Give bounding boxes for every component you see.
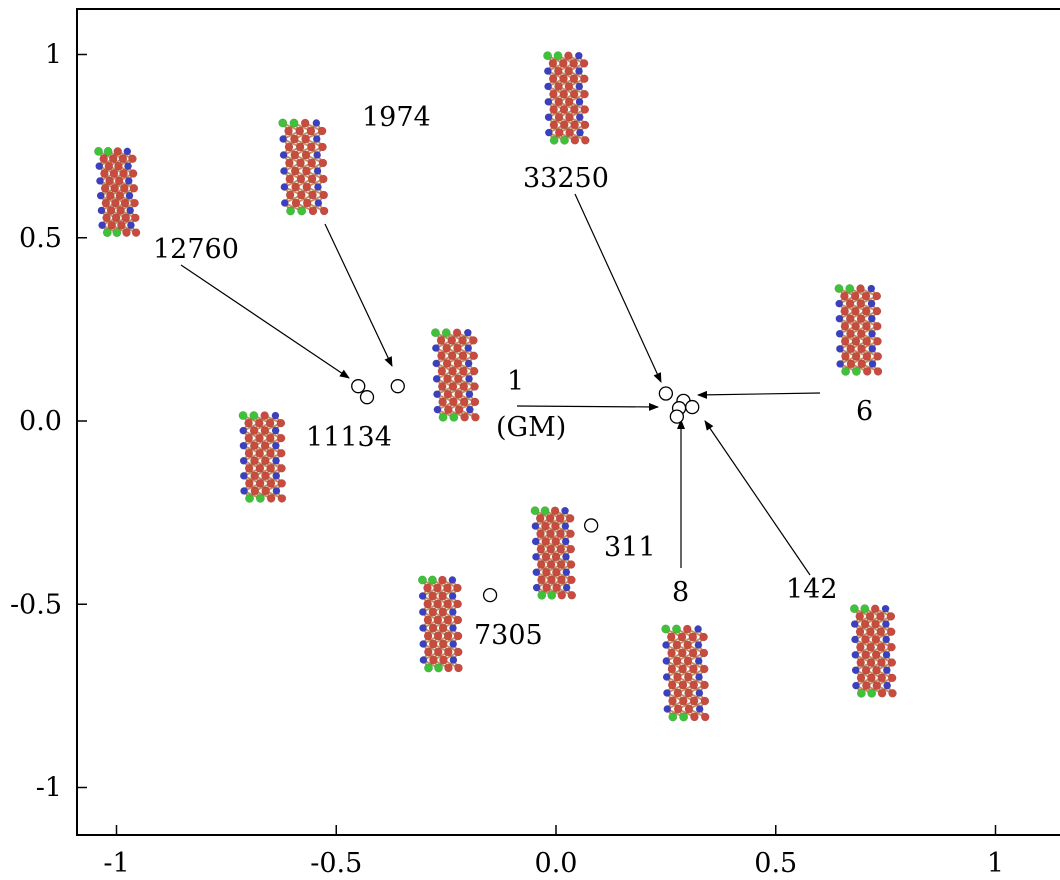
data-points [351, 379, 700, 603]
structure-8 [661, 624, 710, 722]
data-point [351, 379, 366, 394]
x-axis-ticks: -1 -0.5 0.0 0.5 1 [103, 825, 1004, 879]
structure-311 [530, 506, 577, 600]
structure-images [94, 51, 897, 722]
label-1: 1 [507, 366, 524, 397]
annotation-arrow [697, 390, 821, 399]
label-33250: 33250 [523, 163, 609, 194]
data-point [359, 390, 375, 405]
structure-1974 [278, 118, 329, 216]
label-11134: 11134 [306, 422, 392, 453]
label-6: 6 [856, 396, 873, 427]
plot-frame [76, 8, 1060, 836]
y-tick-label: -0.5 [10, 589, 62, 620]
data-point [669, 409, 685, 424]
annotation-arrow [180, 264, 350, 379]
structure-7305 [417, 575, 463, 673]
annotation-labels: 12760 1974 11134 1 (GM) 33250 6 8 142 31… [153, 102, 873, 651]
x-tick-label: 0.5 [754, 848, 797, 879]
label-gm: (GM) [496, 412, 566, 443]
structure-11134 [238, 411, 287, 503]
x-tick-label: -1 [103, 848, 129, 879]
label-7305: 7305 [474, 620, 543, 651]
data-point [390, 379, 405, 394]
y-tick-label: 0.0 [19, 406, 62, 437]
annotation-arrows [180, 193, 821, 576]
annotation-arrow [516, 402, 659, 411]
structure-1 [430, 328, 480, 422]
data-point [482, 587, 498, 603]
label-142: 142 [786, 574, 838, 605]
data-point [584, 518, 599, 533]
y-tick-label: 1 [45, 40, 62, 71]
data-point [685, 399, 700, 415]
annotation-arrow [324, 223, 393, 367]
structure-12760 [94, 146, 141, 238]
structure-33250 [543, 51, 590, 145]
x-tick-label: 0.0 [535, 848, 578, 879]
label-1974: 1974 [362, 102, 431, 133]
data-point [658, 386, 674, 401]
structure-142 [849, 604, 897, 698]
y-tick-label: 0.5 [19, 223, 62, 254]
label-12760: 12760 [153, 234, 239, 265]
annotation-arrow [574, 193, 662, 383]
annotation-arrow [704, 420, 811, 576]
label-311: 311 [604, 532, 656, 563]
y-tick-label: -1 [36, 773, 62, 804]
y-axis-ticks: 1 0.5 0.0 -0.5 -1 [10, 40, 87, 804]
structure-6 [834, 284, 883, 376]
label-8: 8 [672, 577, 689, 608]
x-tick-label: -0.5 [310, 848, 362, 879]
x-tick-label: 1 [987, 848, 1004, 879]
